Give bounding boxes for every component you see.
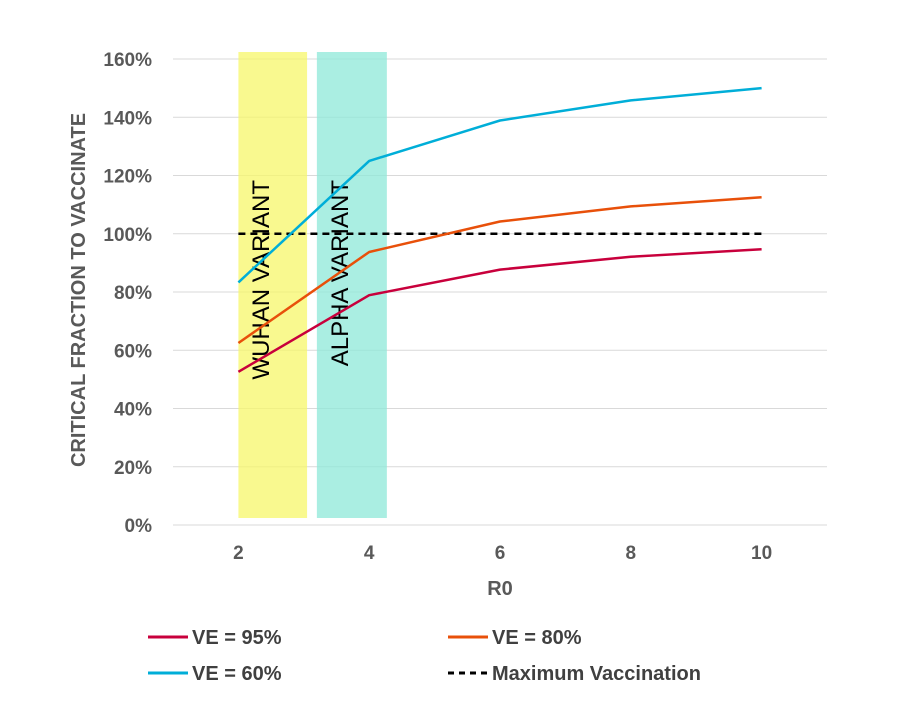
y-tick-label: 40% <box>114 400 152 421</box>
y-axis-title: CRITICAL FRACTION TO VACCINATE <box>68 113 90 467</box>
legend-item-maximum-vaccination: Maximum Vaccination <box>448 663 701 685</box>
y-tick-label: 20% <box>114 458 152 479</box>
x-tick-label: 2 <box>233 543 244 564</box>
y-axis-ticks: 0% 20% 40% 60% 80% 100% 120% 140% 160% <box>103 50 152 537</box>
legend-label: Maximum Vaccination <box>492 663 701 685</box>
legend-label: VE = 60% <box>192 663 282 685</box>
legend-item-ve-60: VE = 60% <box>148 663 282 685</box>
y-tick-label: 100% <box>103 225 152 246</box>
x-axis-ticks: 2 4 6 8 10 <box>233 543 772 564</box>
legend-label: VE = 80% <box>492 627 582 649</box>
alpha-variant-band <box>316 52 387 518</box>
y-tick-label: 140% <box>103 108 152 129</box>
x-tick-label: 10 <box>751 543 772 564</box>
x-tick-label: 8 <box>626 543 637 564</box>
series-line-ve-60 <box>237 86 762 284</box>
y-tick-label: 120% <box>103 167 152 188</box>
wuhan-variant-label: WUHAN VARIANT <box>248 180 275 380</box>
x-tick-label: 4 <box>364 543 375 564</box>
y-tick-label: 80% <box>114 283 152 304</box>
legend-item-ve-95: VE = 95% <box>148 627 282 649</box>
series-lines <box>237 86 762 373</box>
legend-item-ve-80: VE = 80% <box>448 627 582 649</box>
legend: VE = 95% VE = 80% VE = 60% Maximum Vaccinat… <box>148 627 701 685</box>
y-tick-label: 160% <box>103 50 152 71</box>
y-tick-label: 0% <box>125 516 153 537</box>
series-line-ve-95 <box>237 247 762 373</box>
wuhan-variant-band <box>238 52 308 518</box>
series-line-ve-80 <box>237 196 762 345</box>
x-axis-title: R0 <box>487 578 513 600</box>
x-tick-label: 6 <box>495 543 506 564</box>
y-tick-label: 60% <box>114 341 152 362</box>
legend-label: VE = 95% <box>192 627 282 649</box>
variant-bands: WUHAN VARIANT ALPHA VARIANT <box>238 52 387 518</box>
